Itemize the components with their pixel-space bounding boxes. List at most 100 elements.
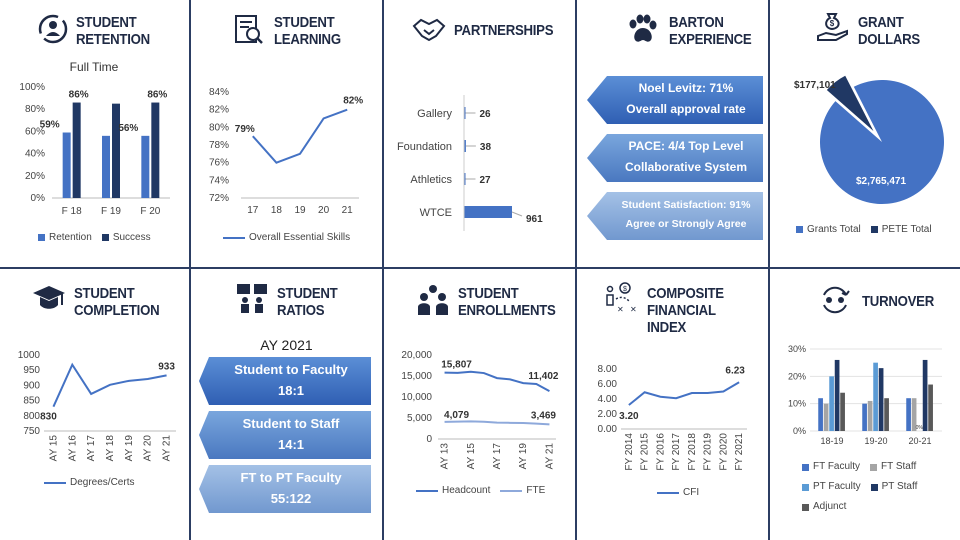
x-tick-label: AY 15: [466, 443, 477, 470]
ratio-box: [199, 357, 371, 405]
classroom-icon: [237, 284, 267, 313]
bar: [922, 359, 928, 431]
y-tick-label: 10,000: [401, 392, 432, 403]
chart-legend: FT Faculty FT Staff PT Faculty PT Staff …: [802, 457, 952, 517]
panel-title: Student Completion: [74, 285, 160, 319]
y-tick-label: Athletics: [410, 174, 452, 186]
panel-title: Grant Dollars: [858, 14, 920, 48]
y-tick-label: 950: [23, 365, 40, 376]
y-tick-label: 0%: [31, 193, 46, 204]
bar: [840, 392, 845, 431]
x-tick-label: AY 16: [67, 435, 78, 462]
divider: [189, 0, 191, 540]
svg-text:✕: ✕: [617, 305, 624, 314]
x-tick-label: 21: [342, 205, 354, 216]
barton-arrows: [587, 76, 763, 240]
series-line: [52, 362, 167, 408]
y-tick-label: 60%: [25, 126, 45, 137]
y-tick-label: 84%: [209, 87, 229, 98]
data-label: 3,469: [531, 410, 556, 421]
chart-legend: Degrees/Certs: [44, 477, 134, 488]
data-label: 26: [480, 109, 492, 120]
x-tick-label: F 19: [101, 206, 121, 217]
data-label: 4,079: [444, 410, 469, 421]
bar: [884, 398, 889, 431]
data-label: 38: [480, 142, 492, 153]
panel-title: Student Ratios: [277, 285, 338, 319]
y-tick-label: 20%: [788, 371, 806, 381]
panel-partnerships: Partnerships Gallery 26 Foundation 38 Athlet…: [384, 0, 575, 267]
y-tick-label: 74%: [209, 175, 229, 186]
panel-student-retention: Student Retention Full Time 0% 20% 40% 60% 80…: [0, 0, 189, 267]
chart-legend: Grants Total PETE Total: [796, 224, 932, 235]
barton-box-noel: Noel Levitz: 71% Overall approval rate: [626, 81, 746, 116]
turnover-cycle-icon: [823, 286, 850, 314]
ratio-student-staff: Student to Staff 14:1: [242, 416, 340, 452]
y-tick-label: 0%: [793, 426, 806, 436]
pie-slice: [826, 75, 874, 131]
data-label: 933: [158, 361, 175, 372]
y-tick-label: 40%: [25, 149, 45, 160]
chart-legend: Retention Success: [38, 232, 151, 243]
data-label: 3.20: [619, 411, 639, 422]
x-tick-label: AY 19: [518, 443, 529, 470]
data-label: 830: [40, 412, 57, 423]
panel-barton-experience: Barton Experience Noel Levitz: 71% Overa…: [577, 0, 768, 267]
data-label: 56%: [118, 123, 138, 134]
data-label: 15,807: [441, 360, 472, 371]
barton-box-satisfaction: Student Satisfaction: 91% Agree or Stron…: [621, 199, 751, 230]
cfi-chart: 0.00 2.00 4.00 6.00 8.00 FY 2014 FY 2015 FY 201…: [598, 364, 747, 471]
chart-title: Full Time: [70, 60, 119, 74]
data-label: $2,765,471: [856, 176, 906, 187]
data-label: 82%: [343, 96, 363, 107]
label-leader: [511, 211, 523, 217]
x-tick-label: 19: [294, 205, 306, 216]
bar: [464, 206, 512, 218]
panel-turnover: Turnover 0% 10% 20% 30% 18-19 19-20 20-21 0% FT…: [770, 269, 960, 540]
panel-title: Composite Financial Index: [647, 285, 724, 336]
x-tick-label: F 20: [140, 206, 160, 217]
y-tick-label: 0: [426, 434, 432, 445]
arrow-box: [587, 134, 763, 182]
svg-text:$: $: [623, 286, 627, 293]
bar: [867, 400, 873, 431]
bar: [873, 362, 878, 431]
bar: [911, 398, 917, 431]
y-tick-label: 2.00: [598, 409, 618, 420]
chart-legend: Overall Essential Skills: [223, 232, 350, 243]
arrow-box: [587, 76, 763, 124]
ratio-box: [199, 411, 371, 459]
panel-student-enrollments: Student Enrollments 0 5,000 10,000 15,000 20…: [384, 269, 575, 540]
x-tick-label: FY 2015: [640, 433, 651, 471]
chart-legend: CFI: [657, 487, 699, 498]
data-label: 11,402: [528, 371, 558, 382]
bar: [464, 107, 466, 119]
y-tick-label: Foundation: [397, 141, 452, 153]
ratio-arrows: [199, 357, 371, 513]
x-tick-label: AY 18: [105, 435, 116, 462]
y-tick-label: 78%: [209, 140, 229, 151]
x-tick-label: AY 17: [86, 435, 97, 462]
y-tick-label: 4.00: [598, 394, 618, 405]
y-tick-label: Gallery: [417, 108, 452, 120]
y-tick-label: 10%: [788, 399, 806, 409]
bar: [928, 384, 933, 431]
money-hand-icon: $: [817, 13, 848, 41]
completion-chart: 750 800 850 900 950 1000 AY 15 AY 16 AY 17 AY 18 A…: [18, 350, 176, 462]
panel-title: Student Learning: [274, 14, 341, 48]
y-tick-label: 15,000: [401, 371, 432, 382]
divider: [0, 267, 960, 269]
pie-slice: [820, 79, 944, 204]
x-tick-label: 18: [271, 205, 283, 216]
x-tick-label: FY 2014: [624, 433, 635, 471]
y-tick-label: 30%: [788, 344, 806, 354]
panel-title: Student Retention: [76, 14, 150, 48]
report-icon: [235, 15, 263, 44]
data-label: 86%: [69, 90, 89, 101]
x-tick-label: 20: [318, 205, 330, 216]
panel-student-learning: Student Learning 72% 74% 76% 78% 80% 82% 84% 17…: [191, 0, 382, 267]
bar: [862, 403, 867, 431]
data-label: 86%: [147, 90, 167, 101]
panel-title: Partnerships: [454, 22, 554, 39]
